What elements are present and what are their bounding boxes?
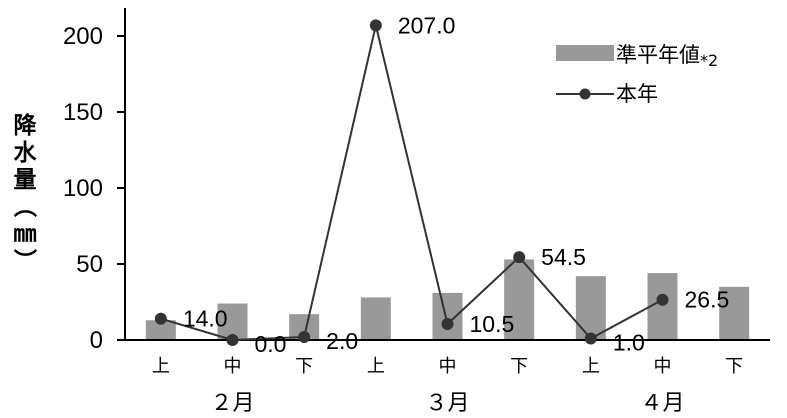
x-group-label: ４月	[640, 391, 684, 416]
line-point	[154, 312, 167, 325]
x-group-label: ２月	[210, 391, 254, 416]
y-label-char: 水	[14, 140, 38, 166]
data-label: 26.5	[685, 287, 730, 313]
data-label: 10.5	[470, 311, 515, 337]
legend-bar-label: 準平年値	[616, 43, 700, 67]
y-tick-label: 100	[63, 175, 103, 202]
y-tick-label: 50	[76, 251, 103, 278]
data-label: 0.0	[255, 331, 287, 357]
bar	[217, 303, 248, 340]
legend-line-marker	[579, 88, 591, 100]
x-category-label: 下	[295, 356, 313, 377]
data-labels: 14.0 0.0 2.0 207.0 10.5 54.5 1.0 26.5	[183, 12, 729, 357]
bar	[719, 286, 750, 340]
y-label-char: （	[11, 195, 38, 218]
x-category-label: 上	[582, 356, 600, 377]
line-point	[226, 334, 239, 346]
legend: 準平年値 *2 本年	[556, 43, 718, 106]
x-category-label: 下	[510, 356, 528, 377]
bar	[432, 292, 463, 340]
y-label-char: ）	[11, 249, 38, 272]
line-point	[298, 330, 311, 343]
y-axis-label: 降水量（ ㎜）	[11, 113, 38, 272]
bar	[575, 276, 606, 340]
y-label-char: 降	[14, 113, 38, 139]
x-category-label: 中	[654, 356, 672, 377]
y-tick-label: 0	[90, 327, 103, 354]
line-path	[160, 25, 663, 342]
x-axis-month-labels: ２月 ３月 ４月	[210, 391, 684, 416]
x-category-label: 上	[367, 356, 385, 377]
line-point	[513, 251, 526, 264]
bar	[145, 320, 176, 340]
bar	[504, 259, 535, 340]
y-label-char: ㎜	[14, 221, 37, 247]
y-axis-ticks: 0 50 100 150 200	[63, 23, 125, 354]
x-group-label: ３月	[425, 391, 469, 416]
data-label: 14.0	[183, 306, 228, 332]
bar	[647, 273, 678, 340]
x-category-label: 中	[224, 356, 242, 377]
x-axis-categories: 上中下上中下上中下	[152, 356, 743, 377]
line-point	[369, 19, 382, 32]
line-series	[154, 19, 669, 346]
x-category-label: 中	[439, 356, 457, 377]
bar-series	[145, 259, 750, 340]
data-label: 54.5	[541, 244, 586, 270]
data-label: 1.0	[613, 329, 645, 355]
line-point	[656, 293, 669, 306]
legend-line-label: 本年	[616, 82, 658, 106]
x-category-label: 下	[725, 356, 743, 377]
line-point	[441, 318, 454, 331]
data-label: 207.0	[398, 12, 456, 38]
data-label: 2.0	[326, 328, 358, 354]
line-point	[584, 332, 597, 345]
bar	[360, 297, 391, 340]
x-category-label: 上	[152, 356, 170, 377]
legend-bar-swatch	[556, 45, 614, 61]
y-label-char: 量	[14, 167, 37, 193]
y-tick-label: 150	[63, 99, 103, 126]
y-tick-label: 200	[63, 23, 103, 50]
legend-bar-suffix: *2	[700, 51, 718, 70]
